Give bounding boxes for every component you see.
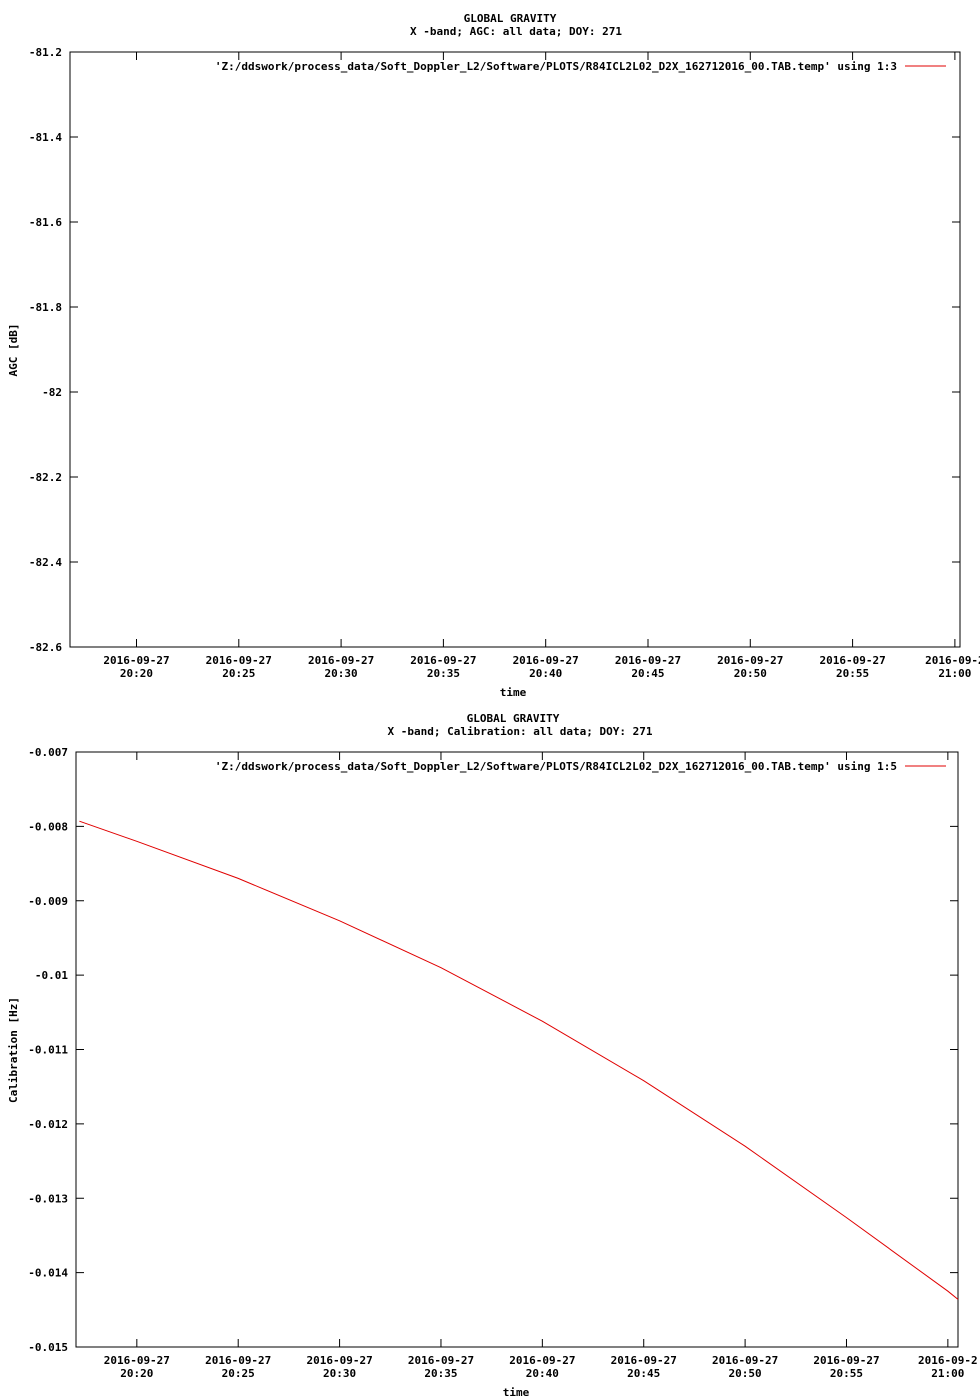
y-tick-label: -81.2 [29, 46, 62, 59]
y-tick-label: -82.6 [29, 641, 62, 654]
y-tick-label: -81.8 [29, 301, 62, 314]
x-tick-date-label: 2016-09-27 [819, 654, 885, 667]
agc-x-axis: 2016-09-2720:202016-09-2720:252016-09-27… [103, 52, 980, 680]
x-tick-time-label: 20:30 [323, 1367, 356, 1380]
calibration-x-axis: 2016-09-2720:202016-09-2720:252016-09-27… [104, 752, 978, 1380]
calibration-y-axis: -0.007 -0.008 -0.009 -0.01 -0.011 -0.012 -0.01… [28, 746, 958, 1354]
y-tick-label: -82.4 [29, 556, 62, 569]
y-tick-label: -81.4 [29, 131, 62, 144]
x-tick-time-label: 20:35 [424, 1367, 457, 1380]
y-tick-label: -82 [42, 386, 62, 399]
x-tick-time-label: 21:00 [931, 1367, 964, 1380]
calibration-y-axis-label: Calibration [Hz] [7, 997, 20, 1103]
x-tick-time-label: 20:45 [631, 667, 664, 680]
y-tick-label: -0.009 [28, 895, 68, 908]
x-tick-date-label: 2016-09-2 [918, 1354, 978, 1367]
x-tick-time-label: 20:50 [729, 1367, 762, 1380]
x-tick-time-label: 20:30 [325, 667, 358, 680]
agc-x-axis-label: time [500, 686, 527, 699]
x-tick-date-label: 2016-09-27 [104, 1354, 170, 1367]
y-tick-label: -0.011 [28, 1044, 68, 1057]
agc-y-axis: -81.2 -81.4 -81.6 -81.8 -82 -82.2 -82.4 -82.6 [29, 46, 960, 654]
y-tick-label: -0.012 [28, 1118, 68, 1131]
x-tick-time-label: 20:45 [627, 1367, 660, 1380]
agc-plot-frame [69, 51, 961, 648]
calibration-plot-frame [75, 751, 959, 1348]
y-tick-label: -82.2 [29, 471, 62, 484]
y-tick-label: -0.01 [35, 969, 68, 982]
x-tick-time-label: 20:20 [120, 1367, 153, 1380]
calibration-chart: GLOBAL GRAVITY X -band; Calibration: all… [7, 712, 978, 1399]
y-tick-label: -0.013 [28, 1192, 68, 1205]
y-tick-label: -0.007 [28, 746, 68, 759]
x-tick-date-label: 2016-09-27 [410, 654, 476, 667]
agc-legend-label: 'Z:/ddswork/process_data/Soft_Doppler_L2… [215, 60, 897, 73]
x-tick-time-label: 20:25 [222, 1367, 255, 1380]
calibration-chart-title: GLOBAL GRAVITY [467, 712, 560, 725]
x-tick-time-label: 20:55 [836, 667, 869, 680]
x-tick-date-label: 2016-09-27 [717, 654, 783, 667]
y-tick-label: -0.015 [28, 1341, 68, 1354]
x-tick-time-label: 20:40 [529, 667, 562, 680]
x-tick-date-label: 2016-09-27 [308, 654, 374, 667]
x-tick-date-label: 2016-09-27 [103, 654, 169, 667]
x-tick-time-label: 20:35 [427, 667, 460, 680]
x-tick-time-label: 20:50 [734, 667, 767, 680]
x-tick-time-label: 20:55 [830, 1367, 863, 1380]
x-tick-time-label: 20:40 [526, 1367, 559, 1380]
x-tick-date-label: 2016-09-27 [615, 654, 681, 667]
y-tick-label: -0.008 [28, 820, 68, 833]
x-tick-time-label: 21:00 [938, 667, 971, 680]
calibration-chart-subtitle: X -band; Calibration: all data; DOY: 271 [388, 725, 653, 738]
calibration-series-line [79, 820, 959, 1300]
x-tick-date-label: 2016-09-2 [925, 654, 980, 667]
x-tick-date-label: 2016-09-27 [712, 1354, 778, 1367]
agc-y-axis-label: AGC [dB] [7, 324, 20, 377]
calibration-legend-label: 'Z:/ddswork/process_data/Soft_Doppler_L2… [215, 760, 897, 773]
agc-chart-title: GLOBAL GRAVITY [464, 12, 557, 25]
x-tick-date-label: 2016-09-27 [206, 654, 272, 667]
agc-chart-subtitle: X -band; AGC: all data; DOY: 271 [410, 25, 622, 38]
x-tick-date-label: 2016-09-27 [813, 1354, 879, 1367]
x-tick-date-label: 2016-09-27 [513, 654, 579, 667]
y-tick-label: -81.6 [29, 216, 62, 229]
calibration-x-axis-label: time [503, 1386, 530, 1399]
x-tick-date-label: 2016-09-27 [509, 1354, 575, 1367]
x-tick-time-label: 20:25 [222, 667, 255, 680]
agc-chart: GLOBAL GRAVITY X -band; AGC: all data; D… [7, 12, 980, 699]
x-tick-date-label: 2016-09-27 [408, 1354, 474, 1367]
x-tick-date-label: 2016-09-27 [611, 1354, 677, 1367]
x-tick-date-label: 2016-09-27 [205, 1354, 271, 1367]
y-tick-label: -0.014 [28, 1267, 68, 1280]
x-tick-date-label: 2016-09-27 [306, 1354, 372, 1367]
x-tick-time-label: 20:20 [120, 667, 153, 680]
